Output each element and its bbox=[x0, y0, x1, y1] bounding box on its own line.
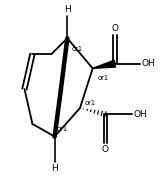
Text: or1: or1 bbox=[56, 126, 67, 132]
Text: OH: OH bbox=[133, 110, 147, 119]
Text: OH: OH bbox=[141, 59, 155, 68]
Text: or1: or1 bbox=[72, 46, 83, 52]
Polygon shape bbox=[93, 60, 116, 68]
Text: or1: or1 bbox=[85, 100, 96, 106]
Text: or1: or1 bbox=[97, 75, 108, 81]
Text: H: H bbox=[64, 5, 71, 14]
Text: H: H bbox=[51, 164, 58, 173]
Text: O: O bbox=[111, 24, 118, 33]
Text: O: O bbox=[102, 145, 109, 154]
